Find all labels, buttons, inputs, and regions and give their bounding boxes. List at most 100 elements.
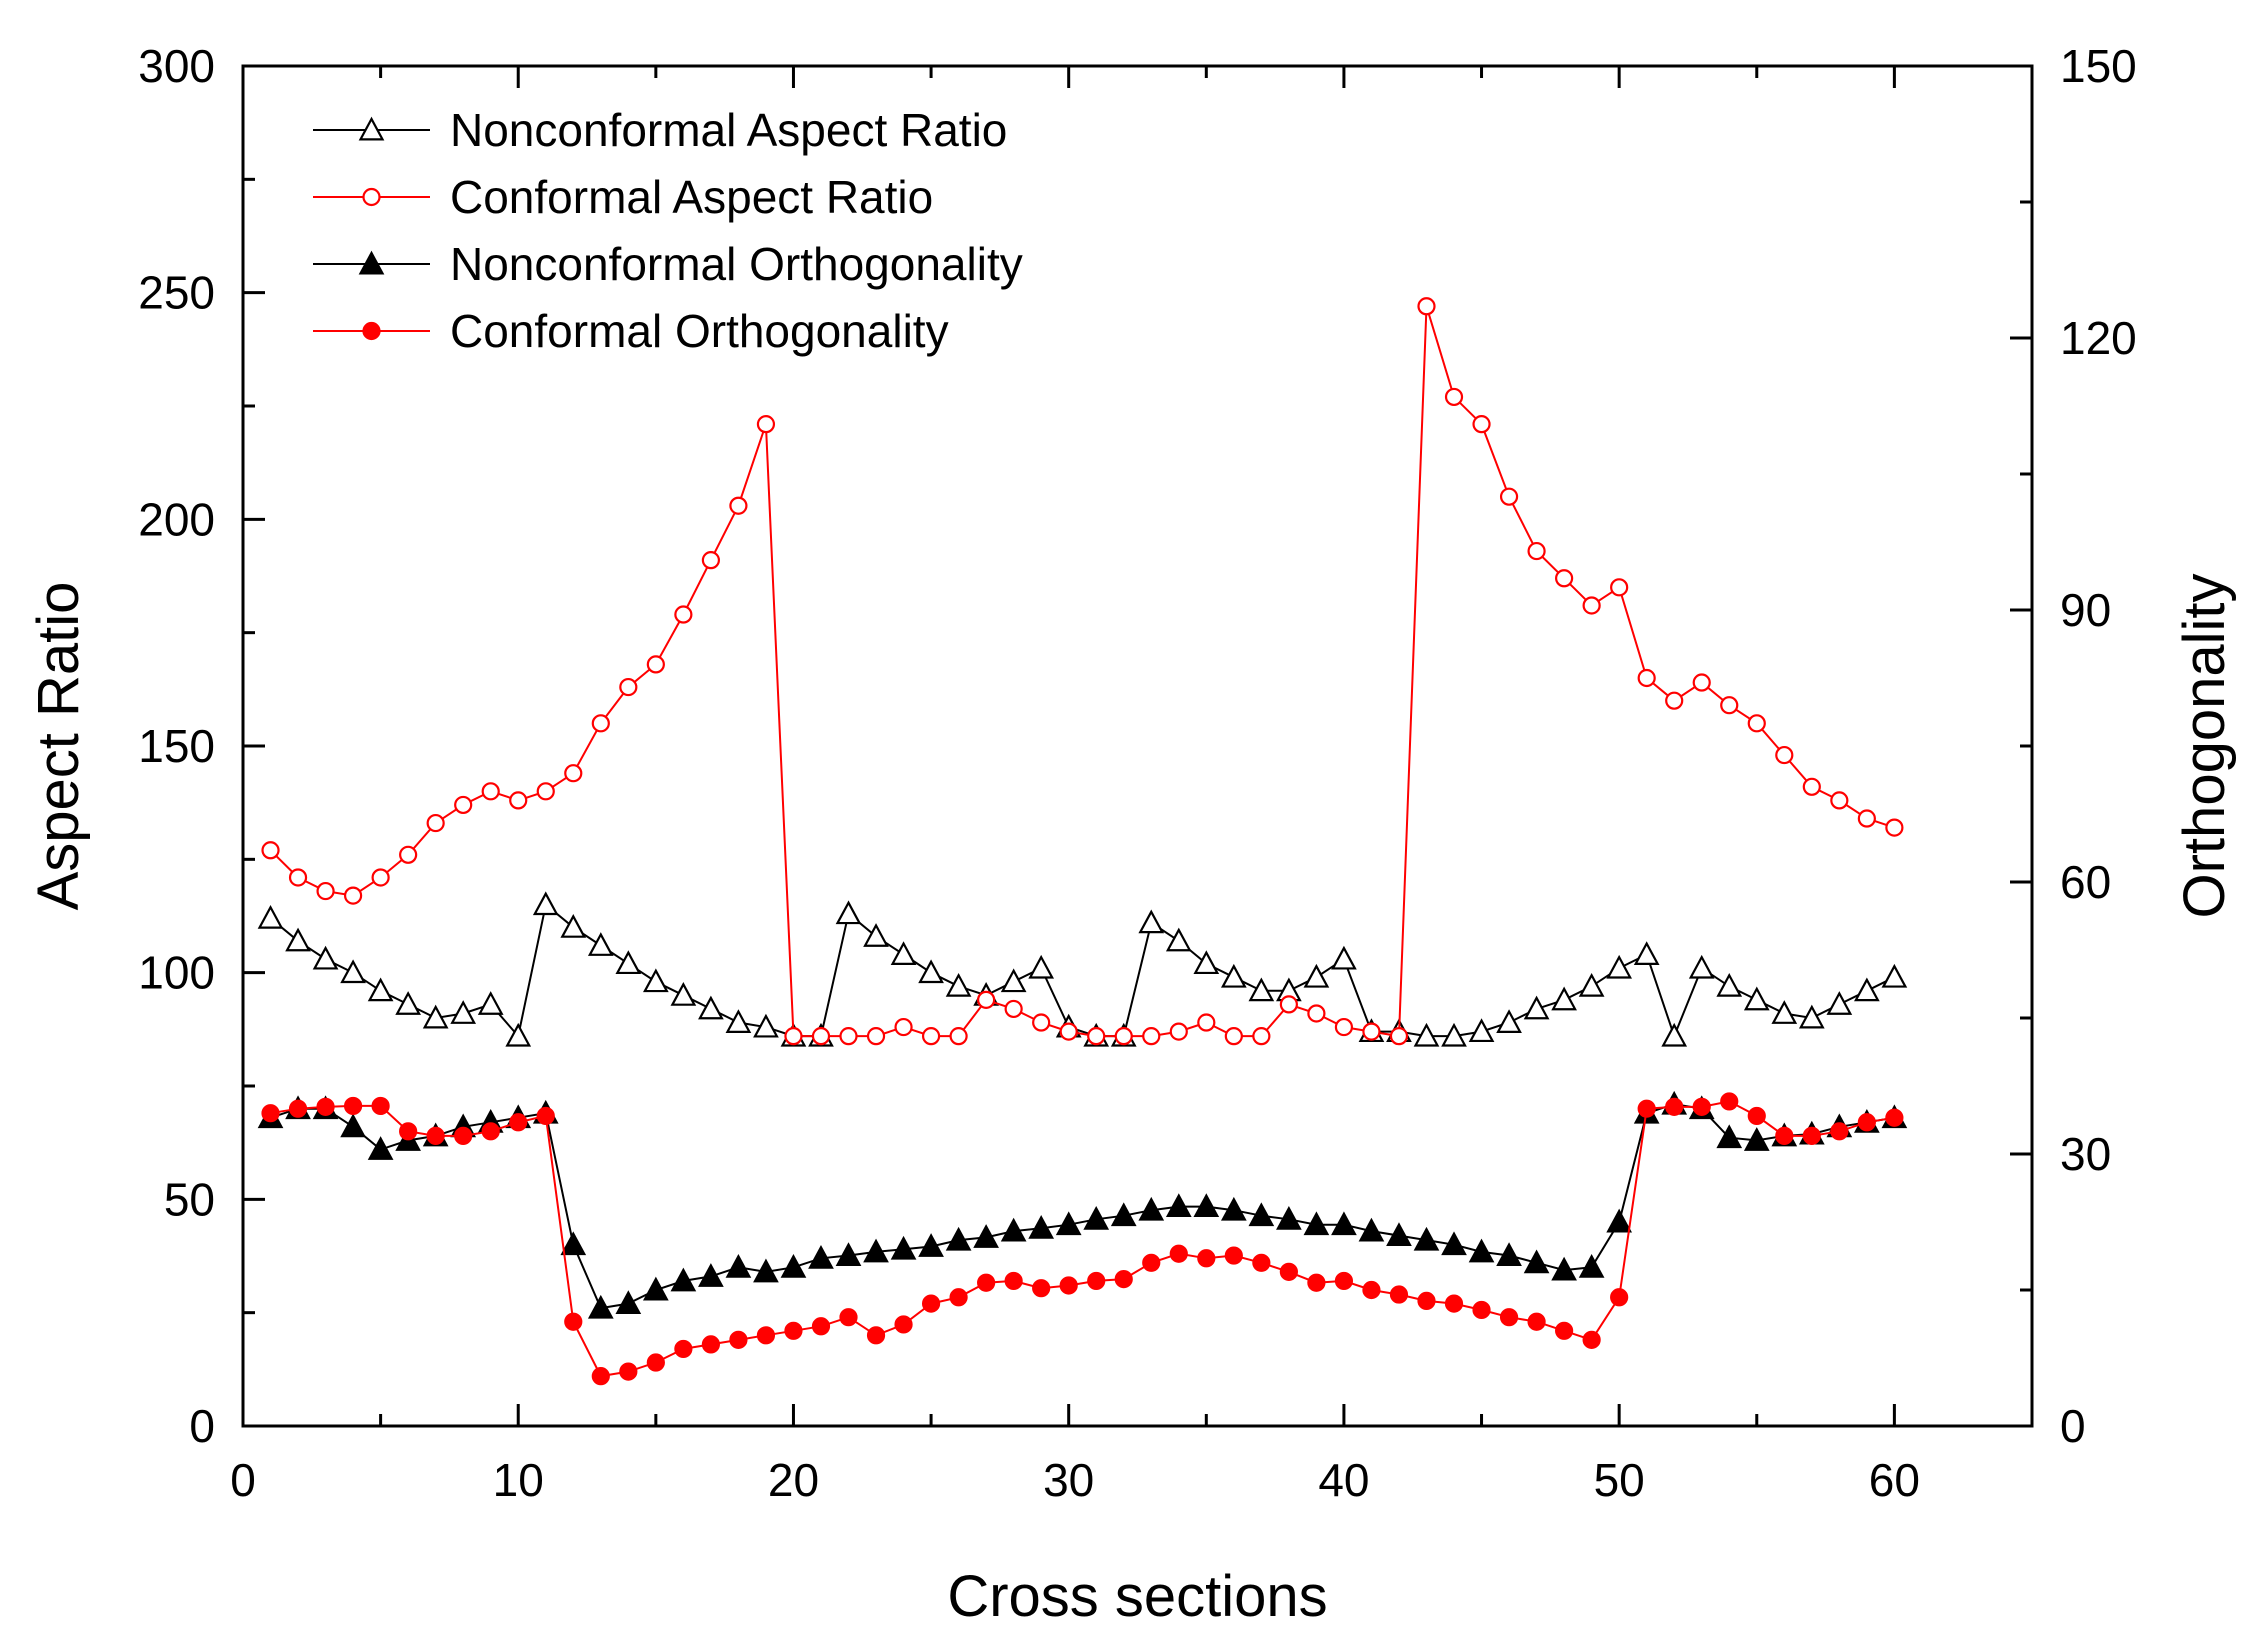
y-tick-label: 250	[138, 267, 215, 319]
data-point	[725, 1254, 752, 1278]
data-point	[1444, 1294, 1464, 1313]
y-tick-label: 0	[189, 1400, 215, 1452]
data-point	[1610, 578, 1629, 597]
data-point	[1413, 1226, 1440, 1251]
data-point	[1830, 1122, 1849, 1141]
data-point	[646, 655, 665, 674]
data-point	[1582, 1330, 1601, 1349]
axes: 0 10 20 30 40 50 60 0 50 100 150 200 250 300 0 30 60 90 12…	[138, 40, 2137, 1506]
x-tick-label: 0	[230, 1454, 256, 1506]
y-tick-label: 200	[138, 493, 215, 545]
data-point	[1028, 954, 1055, 979]
data-point	[1358, 1217, 1385, 1242]
data-point	[587, 932, 614, 956]
data-point	[1248, 1202, 1275, 1227]
data-point	[1417, 297, 1436, 316]
data-point	[1610, 1288, 1629, 1307]
data-point	[1334, 1017, 1354, 1037]
data-point	[1633, 941, 1660, 965]
data-point	[1142, 1027, 1161, 1046]
data-point	[1197, 1249, 1216, 1268]
data-point	[1775, 1126, 1794, 1145]
data-point	[1606, 954, 1632, 979]
data-point	[1362, 1280, 1381, 1300]
data-point	[1798, 1004, 1825, 1029]
data-point	[1083, 1205, 1110, 1230]
data-point	[1165, 1193, 1192, 1218]
data-point	[1468, 1238, 1495, 1263]
data-point	[1688, 954, 1715, 979]
data-point	[1582, 596, 1601, 615]
data-point	[1362, 1022, 1381, 1041]
data-point	[1220, 963, 1247, 988]
data-point	[1743, 986, 1770, 1011]
legend-marker	[358, 250, 385, 275]
data-point	[1087, 1027, 1106, 1046]
data-point	[1716, 1124, 1743, 1149]
data-point	[977, 990, 996, 1009]
data-point	[1747, 1106, 1766, 1126]
data-point	[646, 1353, 665, 1372]
data-point	[1441, 1022, 1467, 1047]
data-point	[977, 1273, 996, 1292]
legend-marker	[362, 321, 381, 341]
data-point	[591, 714, 610, 733]
y-tick-label: 300	[138, 40, 215, 92]
data-point	[1499, 487, 1519, 506]
data-point	[866, 1027, 886, 1046]
data-point	[894, 1315, 913, 1334]
data-point	[288, 1099, 308, 1118]
data-point	[835, 1242, 862, 1266]
data-point	[1331, 945, 1357, 970]
data-point	[674, 1339, 693, 1359]
data-point	[564, 764, 583, 783]
data-point	[477, 991, 504, 1015]
data-point	[973, 1224, 999, 1248]
data-point	[1857, 809, 1876, 828]
data-point	[343, 886, 363, 905]
data-point	[945, 1226, 972, 1251]
data-point	[1307, 1273, 1326, 1292]
data-point	[949, 1027, 968, 1046]
data-point	[371, 868, 390, 887]
y2-tick-label: 150	[2060, 40, 2137, 92]
y-axis-title: Aspect Ratio	[26, 582, 91, 911]
data-point	[866, 1326, 886, 1345]
data-point	[481, 782, 500, 801]
data-point	[1665, 691, 1684, 710]
data-point	[1087, 1271, 1106, 1291]
legend-entry: Nonconformal Orthogonality	[313, 238, 1023, 290]
data-point	[729, 496, 748, 515]
data-point	[1661, 1022, 1688, 1047]
data-point	[560, 914, 587, 938]
data-point	[1854, 977, 1880, 1002]
data-point	[1830, 791, 1849, 810]
data-point	[839, 1027, 858, 1046]
data-point	[784, 1321, 803, 1340]
data-point	[701, 551, 720, 570]
y2-tick-label: 30	[2060, 1128, 2111, 1180]
data-point	[509, 791, 528, 810]
data-point	[1523, 1249, 1550, 1274]
data-point	[1110, 1202, 1137, 1227]
data-point	[1692, 673, 1711, 692]
data-point	[1637, 668, 1656, 688]
data-point	[316, 881, 335, 901]
data-point	[1885, 1108, 1904, 1127]
data-point	[1555, 1321, 1574, 1340]
legend-label: Nonconformal Aspect Ratio	[450, 104, 1007, 156]
legend-label: Conformal Aspect Ratio	[450, 171, 933, 223]
data-point	[1826, 991, 1853, 1015]
data-point	[890, 1235, 917, 1260]
series-line	[270, 1103, 1895, 1310]
data-point	[1551, 986, 1577, 1011]
series-line	[270, 1100, 1895, 1378]
data-point	[808, 1244, 834, 1269]
data-point	[1555, 569, 1574, 588]
data-point	[261, 1104, 280, 1123]
data-point	[1059, 1022, 1078, 1041]
data-point	[591, 1367, 610, 1386]
data-point	[1747, 714, 1766, 733]
data-point	[1224, 1246, 1243, 1265]
x-tick-label: 60	[1869, 1454, 1920, 1506]
